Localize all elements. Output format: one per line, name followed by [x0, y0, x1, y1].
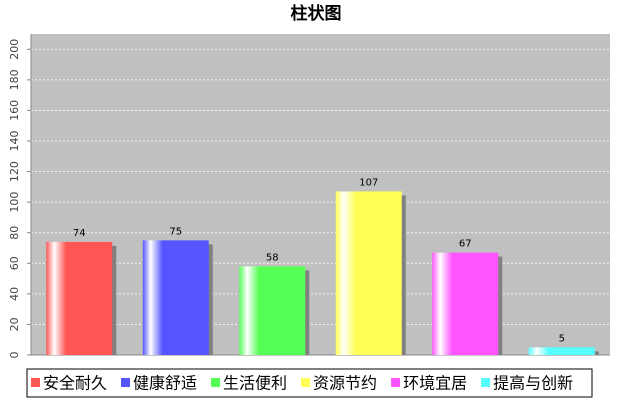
value-label: 74	[73, 228, 86, 239]
y-tick-label: 80	[8, 226, 21, 240]
chart-title: 柱状图	[291, 3, 342, 24]
value-label: 107	[359, 177, 378, 188]
value-label: 75	[169, 226, 182, 237]
legend-label: 环境宜居	[403, 374, 467, 393]
legend-swatch	[31, 378, 40, 387]
bar	[239, 266, 306, 355]
bar	[528, 347, 595, 355]
y-tick-label: 40	[8, 287, 21, 301]
y-tick-label: 100	[8, 192, 21, 213]
legend-swatch	[301, 378, 311, 387]
legend-swatch	[211, 378, 221, 387]
plot-area	[31, 34, 610, 355]
legend-label: 生活便利	[223, 374, 287, 393]
legend-label: 健康舒适	[133, 374, 197, 393]
value-label: 67	[459, 239, 472, 250]
y-tick-label: 20	[8, 317, 21, 331]
bar	[432, 252, 499, 355]
legend-swatch	[391, 378, 401, 387]
y-tick-label: 0	[8, 352, 21, 359]
y-tick-label: 60	[8, 256, 21, 270]
legend-label: 资源节约	[313, 374, 377, 393]
y-tick-label: 120	[8, 161, 21, 182]
legend-label: 提高与创新	[493, 374, 573, 393]
legend-swatch	[481, 378, 491, 387]
y-tick-label: 140	[8, 131, 21, 152]
legend-swatch	[121, 378, 131, 387]
bar	[335, 191, 402, 355]
y-tick-label: 200	[8, 39, 21, 60]
legend-label: 安全耐久	[43, 374, 107, 393]
value-label: 58	[266, 252, 279, 263]
value-label: 5	[559, 333, 565, 344]
y-tick-label: 180	[8, 69, 21, 90]
y-tick-label: 160	[8, 100, 21, 121]
bar	[46, 241, 113, 355]
bar	[142, 240, 209, 355]
